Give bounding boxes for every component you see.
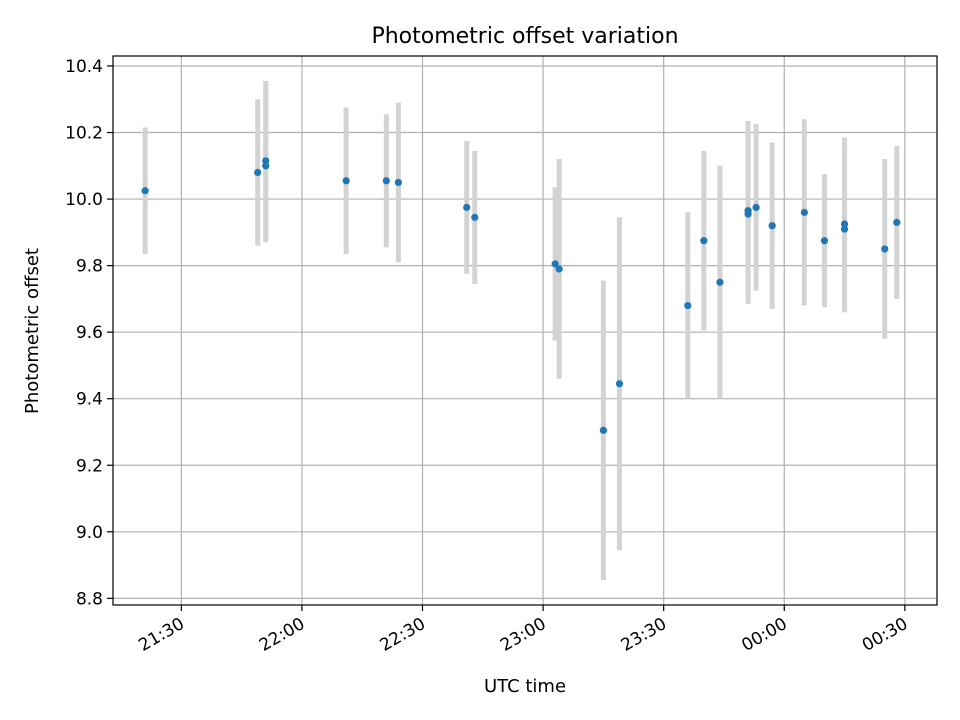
y-axis: 8.8 9.0 9.2 9.4 9.6 9.8 10.0 10.2 10.4 — [65, 57, 113, 609]
plot-frame — [112, 55, 938, 606]
y-axis-label: Photometric offset — [22, 248, 43, 414]
data-point — [262, 162, 270, 170]
data-point — [881, 245, 889, 253]
data-point — [342, 177, 350, 185]
data-point — [840, 225, 849, 233]
data-point — [463, 203, 471, 211]
data-point — [382, 177, 390, 185]
data-point — [700, 237, 708, 245]
data-point — [768, 222, 776, 230]
data-point — [471, 213, 479, 221]
y-tick-label: 9.4 — [76, 390, 103, 410]
data-points — [141, 157, 901, 434]
y-tick-label: 8.8 — [76, 589, 103, 609]
data-point — [840, 220, 849, 228]
data-point — [684, 301, 692, 310]
data-point — [615, 380, 624, 388]
data-point — [141, 187, 149, 195]
y-tick-label: 9.6 — [76, 323, 103, 343]
data-point — [551, 260, 559, 268]
data-point — [394, 178, 402, 187]
y-tick-label: 10.0 — [65, 190, 103, 210]
data-point — [262, 157, 270, 165]
data-point — [716, 278, 724, 286]
chart-title: Photometric offset variation — [371, 24, 678, 49]
data-point — [800, 208, 808, 216]
y-tick-label: 9.8 — [76, 257, 103, 277]
data-point — [555, 265, 563, 273]
y-tick-label: 10.4 — [65, 57, 103, 77]
data-point — [820, 237, 829, 245]
data-point — [893, 218, 901, 226]
data-point — [599, 426, 607, 434]
y-tick-label: 9.0 — [76, 523, 103, 543]
grid — [113, 56, 937, 605]
y-tick-label: 9.2 — [76, 456, 103, 476]
data-point — [254, 168, 262, 177]
data-point — [744, 207, 752, 215]
data-point — [752, 203, 760, 211]
y-tick-label: 10.2 — [65, 124, 103, 144]
x-axis-label: UTC time — [484, 676, 566, 697]
